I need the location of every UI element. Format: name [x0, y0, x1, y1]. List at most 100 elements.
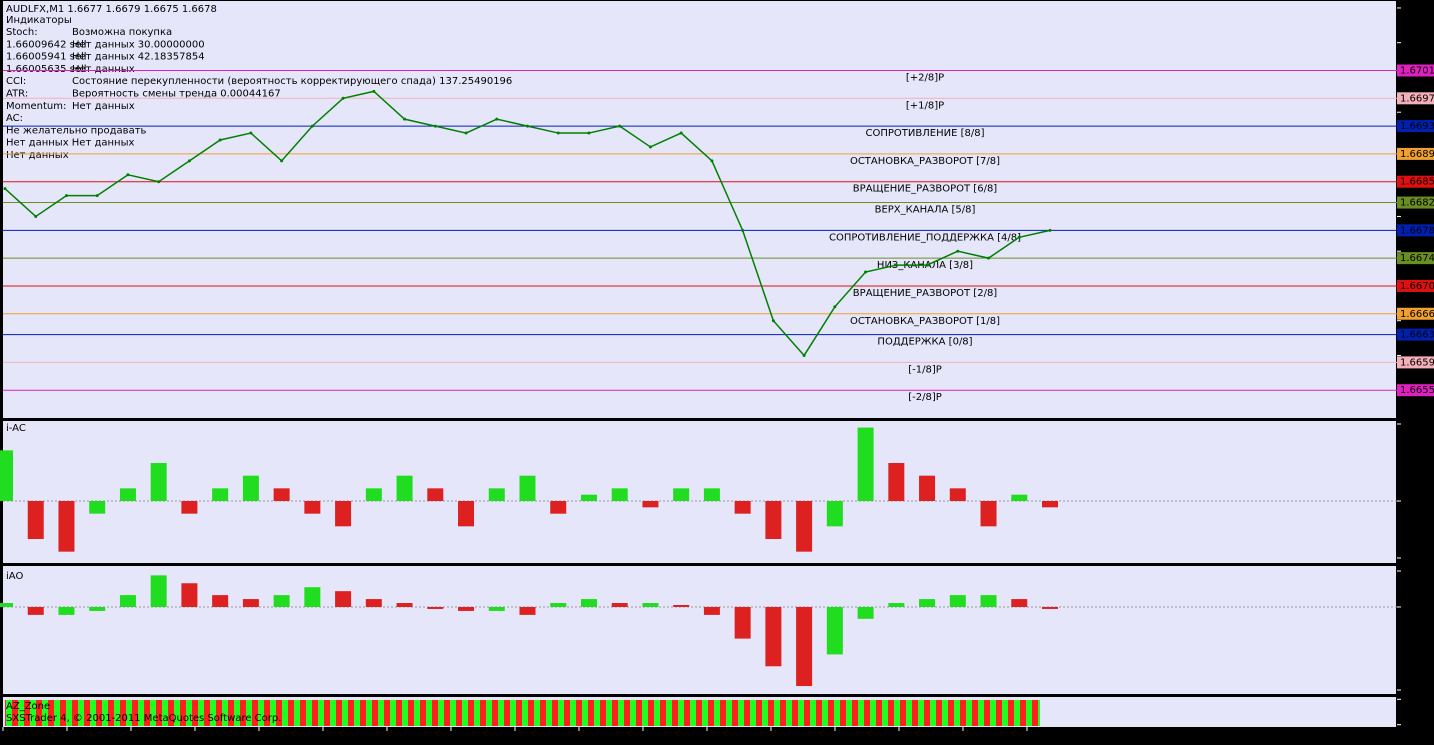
level-name: [-1/8]P — [908, 364, 942, 375]
time-label: 15 Dec 06:23 — [196, 733, 263, 744]
info-label: AC: — [6, 113, 23, 124]
level-tag — [1397, 307, 1434, 320]
time-label: 15 Dec 09:03 — [836, 733, 903, 744]
info-label: Stoch: — [6, 27, 38, 38]
copyright: SXSTrader 4, © 2001-2011 MetaQuotes Soft… — [6, 713, 281, 724]
level-tag — [1397, 64, 1434, 77]
close-point — [341, 96, 345, 100]
hist-bar — [519, 475, 536, 502]
hist-bar — [642, 603, 659, 607]
level-name: ОСТАНОВКА_РАЗВОРОТ [7/8] — [850, 156, 1000, 167]
hist-bar — [611, 488, 628, 502]
hist-bar — [550, 603, 567, 607]
hist-bar — [365, 488, 382, 502]
level-tag — [1397, 196, 1434, 209]
info-value: Возможна покупка — [72, 27, 172, 38]
hist-bar — [89, 606, 106, 611]
close-point — [1017, 235, 1021, 239]
hist-bar — [765, 501, 782, 540]
close-point — [310, 124, 314, 128]
level-tag — [1397, 279, 1434, 292]
level-tag — [1397, 356, 1434, 369]
hist-bar — [150, 463, 167, 502]
close-point — [741, 228, 745, 232]
level-name: СОПРОТИВЛЕНИЕ [8/8] — [866, 128, 985, 139]
indicators-title: Индикаторы — [6, 15, 72, 26]
hist-bar — [919, 475, 936, 502]
hist-bar — [304, 587, 321, 607]
hist-bar — [826, 606, 843, 655]
level-name: ВРАЩЕНИЕ_РАЗВОРОТ [6/8] — [853, 184, 998, 195]
hist-bar — [58, 606, 75, 615]
time-label: 15 Dec 09:51 — [1028, 733, 1095, 744]
close-point — [894, 263, 898, 267]
hist-bar — [181, 501, 198, 514]
close-point — [3, 187, 7, 191]
level-name: [+2/8]P — [906, 73, 944, 84]
level-tag — [1397, 224, 1434, 237]
level-tag — [1397, 175, 1434, 188]
hist-bar — [273, 488, 290, 502]
level-value: 1.6701 — [1400, 66, 1434, 77]
hist-bar — [642, 501, 659, 508]
level-name: [-2/8]P — [908, 392, 942, 403]
price-tick-label: 1.6675 — [1403, 246, 1434, 257]
hist-bar — [857, 606, 874, 619]
hist-bar — [980, 595, 997, 607]
hist-bar — [488, 606, 505, 611]
hist-bar — [458, 606, 475, 611]
hist-bar — [826, 501, 843, 527]
price-tick-label: 1.6705 — [1403, 38, 1434, 49]
hist-bar — [980, 501, 997, 527]
close-point — [771, 319, 775, 323]
close-point — [403, 117, 407, 121]
hist-bar — [396, 475, 413, 502]
hist-bar — [734, 606, 751, 639]
info-label: CCI: — [6, 76, 26, 87]
close-point — [925, 263, 929, 267]
hist-bar — [888, 603, 905, 607]
hist-bar — [212, 488, 229, 502]
close-point — [802, 353, 806, 357]
hist-bar — [181, 583, 198, 607]
close-point — [64, 194, 68, 198]
hist-tick-label: 0.00091 — [1403, 566, 1434, 577]
time-label: 15 Dec 08:15 — [644, 733, 711, 744]
close-point — [833, 305, 837, 309]
main-panel — [3, 1, 1396, 418]
level-value: 1.6674 — [1400, 253, 1434, 264]
hist-bar — [119, 595, 136, 607]
hist-bar — [550, 501, 567, 514]
info-label: Нет данных Нет данных — [6, 138, 134, 149]
level-value: 1.6685 — [1400, 177, 1434, 188]
hist-bar — [396, 603, 413, 607]
hist-bar — [458, 501, 475, 527]
price-tick-label: 1.6680 — [1403, 211, 1434, 222]
az-zone-bars — [5, 700, 1040, 726]
hist-bar — [150, 575, 167, 607]
level-value: 1.6682 — [1400, 198, 1434, 209]
level-name: ВЕРХ_КАНАЛА [5/8] — [875, 205, 976, 216]
close-point — [864, 270, 868, 274]
hist-bar — [335, 501, 352, 527]
close-point — [956, 249, 960, 253]
hist-bar — [335, 591, 352, 607]
level-value: 1.6697 — [1400, 93, 1434, 104]
hist-bar — [27, 606, 44, 615]
close-point — [249, 131, 253, 135]
close-point — [526, 124, 529, 128]
time-label: 15 Dec 06:07 — [132, 733, 199, 744]
hist-bar — [857, 427, 874, 502]
info-label: Momentum: — [6, 101, 66, 112]
level-tag — [1397, 328, 1434, 341]
hist-bar — [611, 603, 628, 607]
level-value: 1.6693 — [1400, 121, 1434, 132]
info-value: Нет данных 42.18357854 — [72, 52, 205, 63]
hist-bar — [580, 494, 597, 502]
info-label: 1.66005635 sell — [6, 64, 87, 75]
time-label: 15 Dec 09:35 — [964, 733, 1031, 744]
close-point — [1048, 228, 1052, 232]
close-point — [648, 145, 652, 149]
